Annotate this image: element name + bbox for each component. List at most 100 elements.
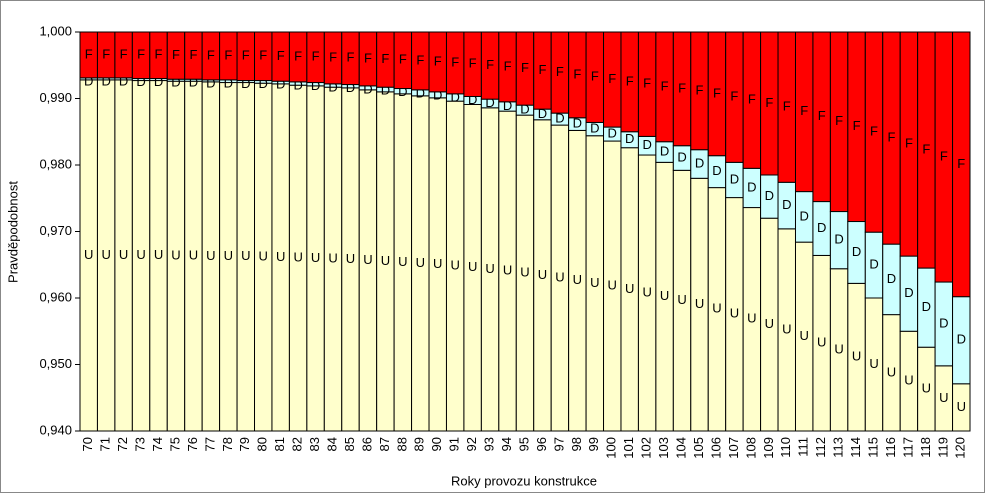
segment-label: D xyxy=(782,197,791,212)
segment-label: U xyxy=(800,328,809,343)
segment-label: U xyxy=(241,248,250,263)
segment-label: D xyxy=(416,85,425,100)
segment-label: D xyxy=(259,76,268,91)
segment-label: D xyxy=(887,271,896,286)
x-tick-label: 78 xyxy=(220,437,235,451)
y-tick-label: 0,940 xyxy=(39,422,72,437)
segment-label: U xyxy=(538,267,547,282)
x-tick-label: 83 xyxy=(307,437,322,451)
segment-label: D xyxy=(904,285,913,300)
segment-label: U xyxy=(573,272,582,287)
segment-label: U xyxy=(136,247,145,262)
segment-label: U xyxy=(276,249,285,264)
segment-label: U xyxy=(363,252,372,267)
segment-label: F xyxy=(364,50,372,65)
segment-label: D xyxy=(695,155,704,170)
segment-label: D xyxy=(800,208,809,223)
segment-label: D xyxy=(608,126,617,141)
segment-label: F xyxy=(416,52,424,67)
segment-label: F xyxy=(591,69,599,84)
segment-label: U xyxy=(416,255,425,270)
x-tick-label: 92 xyxy=(464,437,479,451)
x-tick-label: 105 xyxy=(691,437,706,459)
y-tick-label: 0,980 xyxy=(39,156,72,171)
segment-label: D xyxy=(171,75,180,90)
segment-label: U xyxy=(346,251,355,266)
x-tick-label: 71 xyxy=(98,437,113,451)
x-tick-label: 119 xyxy=(935,437,950,458)
x-tick-label: 112 xyxy=(813,437,828,458)
x-tick-label: 115 xyxy=(865,437,880,458)
x-tick-label: 70 xyxy=(80,437,95,451)
x-tick-label: 79 xyxy=(237,437,252,451)
segment-label: D xyxy=(642,137,651,152)
segment-label: F xyxy=(957,156,965,171)
segment-label: U xyxy=(817,335,826,350)
segment-label: D xyxy=(538,106,547,121)
x-tick-label: 104 xyxy=(673,437,688,459)
x-tick-label: 110 xyxy=(778,437,793,458)
segment-label: F xyxy=(381,51,389,66)
segment-label: U xyxy=(485,261,494,276)
segment-label: U xyxy=(625,281,634,296)
segment-label: D xyxy=(241,76,250,91)
segment-label: U xyxy=(922,381,931,396)
segment-label: D xyxy=(433,87,442,102)
x-tick-label: 96 xyxy=(534,437,549,451)
segment-label: D xyxy=(573,116,582,131)
segment-label: U xyxy=(451,258,460,273)
x-tick-label: 100 xyxy=(604,437,619,459)
x-tick-label: 116 xyxy=(883,437,898,458)
segment-label: U xyxy=(695,296,704,311)
segment-label: U xyxy=(712,301,721,316)
x-tick-label: 97 xyxy=(551,437,566,451)
x-tick-label: 102 xyxy=(639,437,654,459)
segment-label: D xyxy=(84,73,93,88)
x-tick-label: 73 xyxy=(133,437,148,451)
x-tick-label: 99 xyxy=(586,437,601,451)
x-tick-label: 88 xyxy=(394,437,409,451)
segment-label: U xyxy=(782,321,791,336)
segment-label: F xyxy=(207,47,215,62)
x-tick-label: 95 xyxy=(516,437,531,451)
segment-label: F xyxy=(678,80,686,95)
segment-label: U xyxy=(904,373,913,388)
segment-label: F xyxy=(870,124,878,139)
x-tick-label: 76 xyxy=(185,437,200,451)
segment-label: F xyxy=(696,82,704,97)
x-tick-label: 98 xyxy=(569,437,584,451)
segment-label: F xyxy=(661,78,669,93)
x-tick-label: 87 xyxy=(377,437,392,451)
segment-label: U xyxy=(311,250,320,265)
segment-label: U xyxy=(608,277,617,292)
segment-label: F xyxy=(224,47,232,62)
segment-label: F xyxy=(85,46,93,61)
x-tick-label: 91 xyxy=(447,437,462,451)
segment-label: D xyxy=(555,111,564,126)
segment-label: D xyxy=(852,244,861,259)
segment-label: F xyxy=(573,66,581,81)
segment-label: U xyxy=(660,288,669,303)
segment-label: D xyxy=(189,75,198,90)
segment-label: U xyxy=(101,247,110,262)
segment-label: U xyxy=(520,265,529,280)
x-tick-label: 90 xyxy=(429,437,444,451)
segment-label: U xyxy=(834,341,843,356)
segment-label: U xyxy=(171,248,180,263)
segment-label: D xyxy=(224,75,233,90)
segment-label: U xyxy=(259,249,268,264)
segment-label: D xyxy=(311,78,320,93)
segment-label: D xyxy=(398,84,407,99)
segment-label: F xyxy=(399,52,407,67)
segment-label: D xyxy=(101,73,110,88)
x-tick-label: 72 xyxy=(115,437,130,451)
segment-label: F xyxy=(451,54,459,69)
x-tick-label: 113 xyxy=(831,437,846,458)
x-tick-label: 117 xyxy=(900,437,915,458)
segment-label: F xyxy=(713,85,721,100)
segment-label: D xyxy=(939,315,948,330)
segment-label: D xyxy=(712,163,721,178)
segment-label: U xyxy=(869,356,878,371)
segment-label: U xyxy=(555,269,564,284)
y-axis-title: Pravděpodobnost xyxy=(5,181,20,283)
